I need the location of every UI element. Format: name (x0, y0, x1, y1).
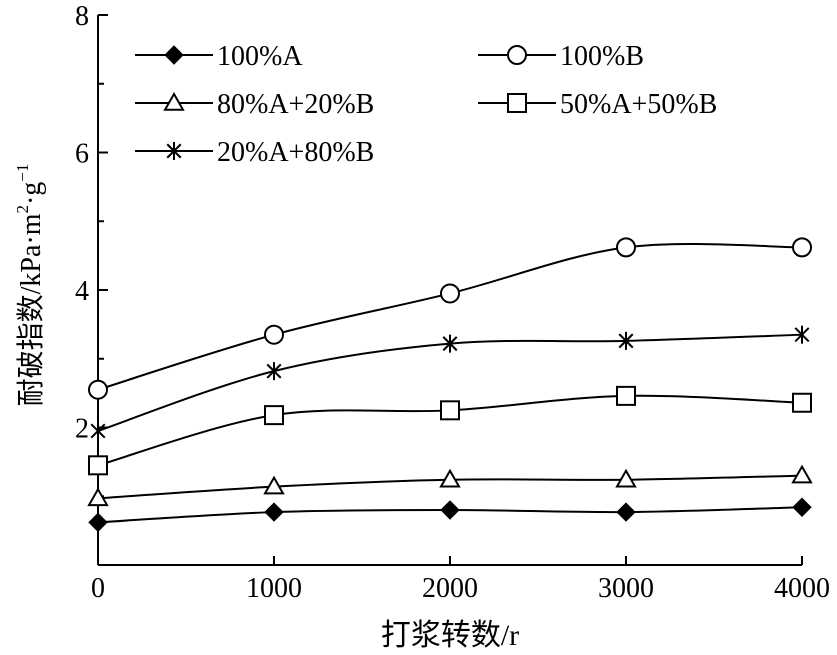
legend-label-3: 50%A+50%B (560, 89, 717, 120)
series-0-point (264, 502, 284, 522)
x-tick-label: 1000 (246, 573, 302, 604)
legend-label-1: 100%B (560, 41, 644, 72)
axes: 0 1000 2000 3000 4000 2 4 6 8 (75, 1, 830, 604)
legend-marker-4 (166, 142, 182, 160)
x-tick-label: 0 (91, 573, 105, 604)
x-tick-label: 4000 (774, 573, 830, 604)
legend-marker-0 (164, 45, 184, 65)
series-2-point (439, 468, 461, 488)
series-4-point (794, 325, 810, 344)
x-tick-label: 2000 (422, 573, 478, 604)
legend-marker-1 (507, 45, 527, 65)
legend-label-2: 80%A+20%B (217, 89, 374, 120)
legend-label-4: 20%A+80%B (217, 137, 374, 168)
y-axis-label-sup1: 2 (13, 205, 32, 214)
series-3-point (616, 385, 636, 406)
y-tick-label: 8 (75, 1, 89, 32)
y-tick-label: 2 (75, 414, 89, 445)
series-1-point (792, 237, 812, 258)
series-0-point (616, 502, 636, 522)
series-0-point (440, 500, 460, 520)
series-4-point (266, 362, 282, 381)
series-2-point (263, 475, 285, 495)
y-tick-label: 6 (75, 139, 89, 170)
x-tick-label: 3000 (598, 573, 654, 604)
series-4-point (90, 421, 106, 440)
x-axis-label: 打浆转数/r (381, 619, 519, 652)
series-line-1 (97, 242, 803, 391)
y-axis-label-sup2: −1 (13, 164, 32, 182)
series-0-point (88, 512, 108, 533)
series-1-point (264, 324, 284, 345)
series-2-point (87, 487, 109, 507)
series-3-point (440, 400, 460, 421)
series-3-point (264, 405, 284, 426)
series-2-point (615, 468, 637, 488)
legend-label-0: 100%A (217, 41, 303, 72)
series-3-point (792, 392, 812, 413)
y-axis-label-mid: ·g (16, 182, 47, 205)
series-1-point (88, 379, 108, 400)
legend: 100%A 100%B 80%A+20%B 50%A+50%B 20%A+80%B (135, 41, 717, 168)
legend-marker-2 (163, 91, 185, 111)
y-axis-label: 耐破指数/kPa·m2·g−1 (13, 164, 47, 407)
series-4-point (442, 334, 458, 353)
series-0-point (792, 497, 812, 517)
series-1-point (616, 237, 636, 258)
series-3-point (88, 455, 108, 476)
series-markers (87, 237, 813, 533)
legend-marker-3 (507, 93, 527, 113)
series-2-point (791, 464, 813, 484)
y-tick-label: 4 (75, 276, 89, 307)
series-4-point (618, 331, 634, 350)
series-1-point (440, 283, 460, 304)
y-axis-label-main: 耐破指数/kPa·m (15, 213, 47, 406)
